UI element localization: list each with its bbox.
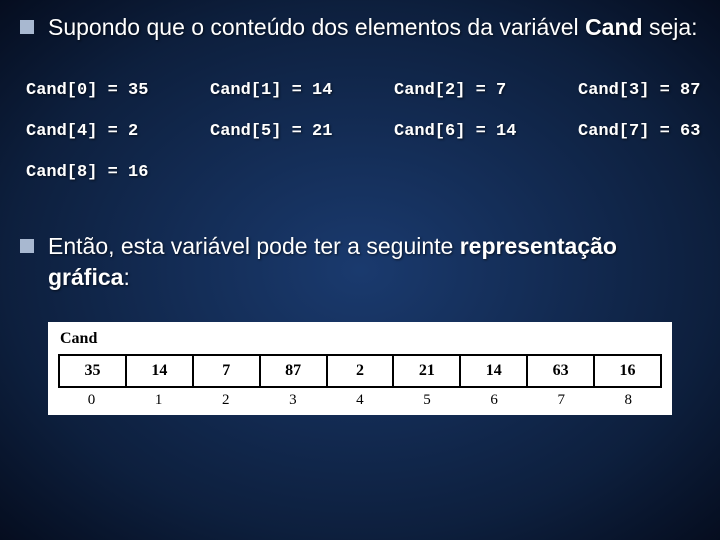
array-index: 2 [192,392,259,409]
code-cell: Cand[2] = 7 [394,71,544,112]
array-index: 4 [326,392,393,409]
bullet-item-2: Então, esta variável pode ter a seguinte… [20,231,700,293]
array-cell: 21 [393,355,460,387]
rhs: 2 [128,122,138,141]
array-index: 0 [58,392,125,409]
code-row-0: Cand[0] = 35 Cand[1] = 14 Cand[2] = 7 Ca… [26,71,700,112]
code-cell: Cand[8] = 16 [26,153,176,194]
code-cell: Cand[0] = 35 [26,71,176,112]
code-cell: Cand[4] = 2 [26,112,176,153]
rhs: 21 [312,122,332,141]
lhs: Cand[3] [578,81,649,100]
array-index: 6 [461,392,528,409]
code-cell: Cand[5] = 21 [210,112,360,153]
lhs: Cand[5] [210,122,281,141]
bullet-text-1: Supondo que o conteúdo dos elementos da … [48,12,698,43]
square-bullet-icon [20,239,34,253]
array-cell: 87 [260,355,327,387]
array-values-row: 35 14 7 87 2 21 14 63 16 [59,355,661,387]
rhs: 14 [312,81,332,100]
bullet1-bold: Cand [585,14,643,40]
array-index: 5 [393,392,460,409]
array-cell: 35 [59,355,126,387]
array-graphic: Cand 35 14 7 87 2 21 14 63 16 0 1 2 3 4 … [48,322,672,415]
array-cell: 2 [327,355,394,387]
bullet1-suffix: seja: [643,14,698,40]
rhs: 63 [680,122,700,141]
code-row-1: Cand[4] = 2 Cand[5] = 21 Cand[6] = 14 Ca… [26,112,700,153]
code-cell: Cand[3] = 87 [578,71,720,112]
code-row-2: Cand[8] = 16 [26,153,700,194]
array-index: 3 [259,392,326,409]
array-cell: 14 [460,355,527,387]
rhs: 14 [496,122,516,141]
lhs: Cand[0] [26,81,97,100]
lhs: Cand[1] [210,81,281,100]
rhs: 16 [128,163,148,182]
bullet-text-2: Então, esta variável pode ter a seguinte… [48,231,700,293]
code-assignments: Cand[0] = 35 Cand[1] = 14 Cand[2] = 7 Ca… [26,71,700,193]
lhs: Cand[7] [578,122,649,141]
array-index: 8 [595,392,662,409]
lhs: Cand[2] [394,81,465,100]
bullet-item-1: Supondo que o conteúdo dos elementos da … [20,12,700,43]
rhs: 7 [496,81,506,100]
array-index-row: 0 1 2 3 4 5 6 7 8 [58,392,662,409]
rhs: 35 [128,81,148,100]
lhs: Cand[6] [394,122,465,141]
array-index: 7 [528,392,595,409]
bullet2-prefix: Então, esta variável pode ter a seguinte [48,233,460,259]
array-index: 1 [125,392,192,409]
code-cell: Cand[1] = 14 [210,71,360,112]
array-label: Cand [60,330,662,348]
bullet1-prefix: Supondo que o conteúdo dos elementos da … [48,14,585,40]
rhs: 87 [680,81,700,100]
array-cell: 63 [527,355,594,387]
square-bullet-icon [20,20,34,34]
array-cell: 7 [193,355,260,387]
array-cell: 16 [594,355,661,387]
array-table: 35 14 7 87 2 21 14 63 16 [58,354,662,388]
lhs: Cand[4] [26,122,97,141]
array-cell: 14 [126,355,193,387]
lhs: Cand[8] [26,163,97,182]
bullet2-suffix: : [123,264,129,290]
code-cell: Cand[6] = 14 [394,112,544,153]
code-cell: Cand[7] = 63 [578,112,720,153]
